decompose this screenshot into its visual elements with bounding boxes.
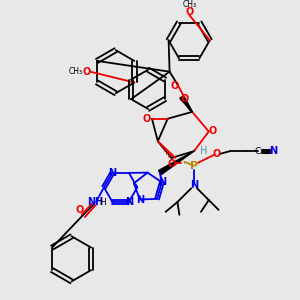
Text: O: O [143, 114, 151, 124]
Text: O: O [212, 149, 221, 159]
Text: N: N [158, 177, 166, 187]
Text: N: N [269, 146, 278, 156]
Text: NH: NH [87, 197, 103, 207]
Text: N: N [136, 194, 144, 205]
Text: N: N [125, 197, 133, 207]
Text: P: P [190, 161, 198, 171]
Text: H: H [200, 146, 208, 156]
Text: N: N [190, 180, 198, 190]
Text: O: O [185, 7, 193, 17]
Text: O: O [75, 205, 84, 215]
Text: C: C [255, 147, 261, 156]
Text: O: O [208, 127, 217, 136]
Text: CH₃: CH₃ [68, 67, 83, 76]
Text: O: O [170, 81, 178, 92]
Text: O: O [167, 159, 176, 169]
Text: O: O [180, 94, 188, 104]
Text: CH₃: CH₃ [182, 0, 196, 9]
Polygon shape [158, 151, 194, 175]
Text: N: N [108, 168, 116, 178]
Text: O: O [82, 67, 90, 77]
Text: H: H [100, 199, 106, 208]
Polygon shape [180, 96, 192, 112]
